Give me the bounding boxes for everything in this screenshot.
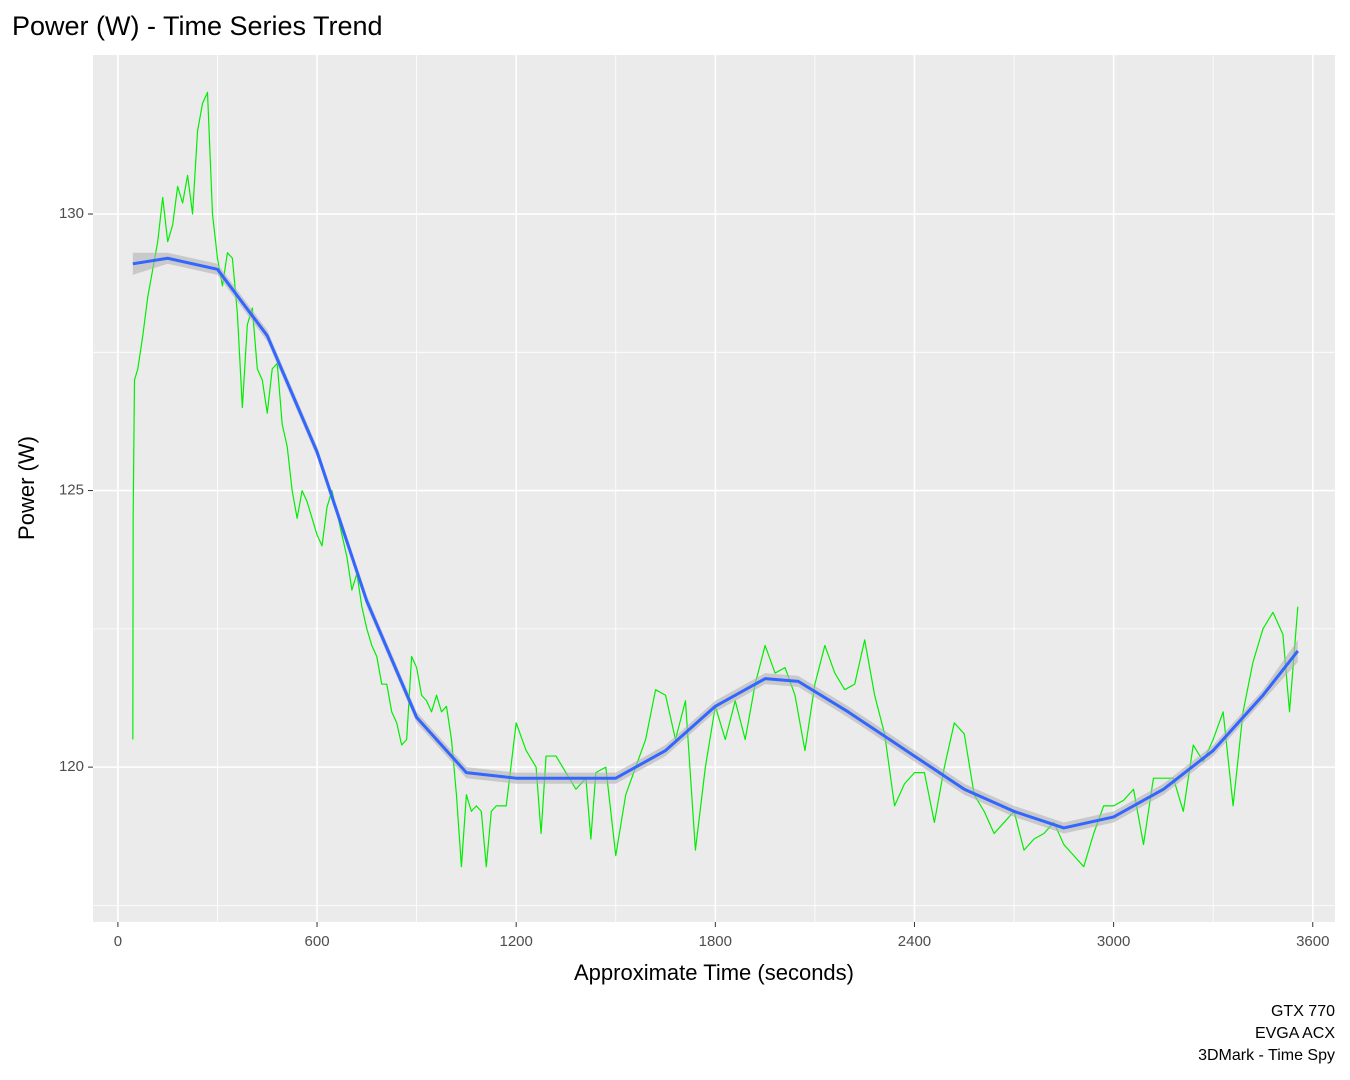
- y-tick-label: 130: [59, 205, 84, 222]
- caption-line: EVGA ACX: [1255, 1025, 1335, 1042]
- caption-line: 3DMark - Time Spy: [1198, 1047, 1335, 1064]
- x-tick-label: 2400: [898, 933, 931, 950]
- x-tick-label: 3000: [1097, 933, 1130, 950]
- x-tick-label: 3600: [1296, 933, 1329, 950]
- chart-title: Power (W) - Time Series Trend: [12, 11, 383, 41]
- caption-line: GTX 770: [1271, 1003, 1335, 1020]
- panel: [93, 55, 1335, 922]
- x-tick-label: 1800: [699, 933, 732, 950]
- y-tick-label: 125: [59, 482, 84, 499]
- x-tick-label: 0: [114, 933, 122, 950]
- x-tick-label: 600: [305, 933, 330, 950]
- y-axis-title: Power (W): [14, 436, 39, 540]
- power-line: [132, 91, 1299, 868]
- y-tick-label: 120: [59, 758, 84, 775]
- x-tick-label: 1200: [499, 933, 532, 950]
- x-axis-title: Approximate Time (seconds): [574, 960, 854, 985]
- trend-line: [132, 256, 1300, 830]
